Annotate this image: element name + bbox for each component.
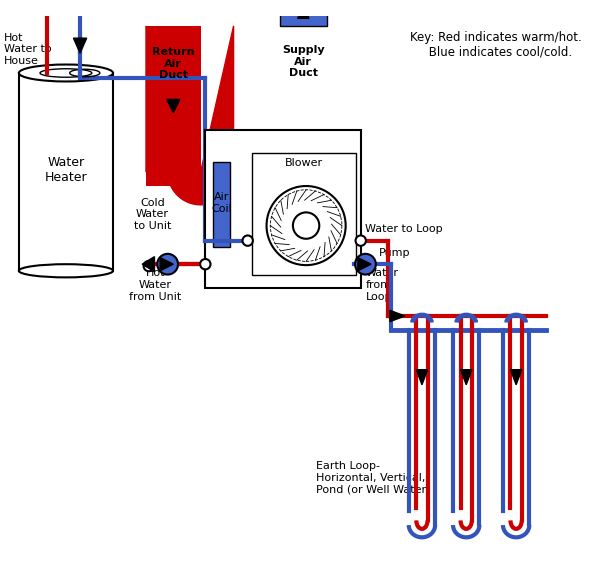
Ellipse shape [19, 264, 113, 277]
Bar [253, 153, 356, 276]
Ellipse shape [19, 65, 113, 82]
Text: Key: Red indicates warm/hot.
     Blue indicates cool/cold.: Key: Red indicates warm/hot. Blue indica… [410, 31, 581, 58]
Circle shape [356, 259, 366, 269]
Text: Hot
Water to
House: Hot Water to House [4, 33, 51, 66]
Bar [146, 26, 201, 186]
Circle shape [143, 261, 154, 271]
Polygon shape [416, 370, 428, 385]
Text: Blower: Blower [285, 158, 323, 168]
Polygon shape [358, 257, 371, 271]
Text: Air
Coil: Air Coil [211, 192, 232, 214]
Polygon shape [146, 26, 234, 205]
Text: Earth Loop-
Horizontal, Vertical,
Pond (or Well Water): Earth Loop- Horizontal, Vertical, Pond (… [317, 462, 431, 494]
Text: Pump: Pump [379, 248, 410, 258]
Text: Cold
Water
to Unit: Cold Water to Unit [134, 198, 171, 231]
Text: Water to Loop: Water to Loop [365, 225, 443, 234]
Polygon shape [160, 257, 173, 271]
Bar [206, 129, 361, 287]
Text: Supply
Air
Duct: Supply Air Duct [282, 45, 325, 78]
Bar [19, 73, 113, 271]
Polygon shape [73, 38, 87, 53]
Text: Water
Heater: Water Heater [45, 155, 87, 184]
Circle shape [157, 254, 178, 274]
Circle shape [267, 186, 346, 265]
Bar [213, 163, 230, 247]
Circle shape [356, 235, 366, 246]
Polygon shape [142, 257, 154, 272]
Polygon shape [461, 370, 472, 385]
Polygon shape [511, 370, 522, 385]
Circle shape [243, 235, 253, 246]
Circle shape [355, 254, 376, 274]
Circle shape [200, 259, 210, 269]
Text: Return
Air
Duct: Return Air Duct [152, 47, 195, 80]
Polygon shape [390, 310, 405, 321]
Text: Water
from
Loop: Water from Loop [365, 268, 398, 302]
Polygon shape [298, 5, 309, 18]
Circle shape [293, 213, 319, 239]
Text: Hot
Water
from Unit: Hot Water from Unit [129, 268, 182, 302]
Bar [280, 0, 327, 26]
Polygon shape [167, 99, 180, 113]
